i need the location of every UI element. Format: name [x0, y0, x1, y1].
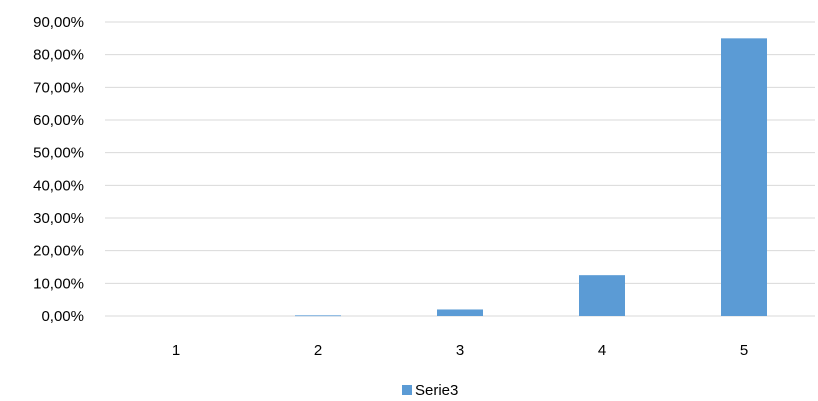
y-tick-label: 30,00% — [33, 210, 84, 227]
bar-4 — [579, 275, 625, 316]
y-axis-ticks: 0,00% 10,00% 20,00% 30,00% 40,00% 50,00% 60,00… — [33, 14, 84, 325]
y-tick-label: 10,00% — [33, 275, 84, 292]
legend-swatch-serie3 — [402, 385, 412, 395]
y-tick-label: 50,00% — [33, 145, 84, 162]
y-tick-label: 70,00% — [33, 79, 84, 96]
bar-5 — [721, 38, 767, 316]
y-tick-label: 0,00% — [41, 308, 84, 325]
bars — [295, 38, 767, 317]
y-tick-label: 60,00% — [33, 112, 84, 129]
bar-2 — [295, 315, 341, 317]
x-tick-label: 1 — [172, 342, 180, 359]
x-tick-label: 4 — [598, 342, 606, 359]
gridlines — [105, 21, 815, 317]
x-axis-ticks: 1 2 3 4 5 — [172, 342, 748, 359]
x-tick-label: 2 — [314, 342, 322, 359]
y-tick-label: 20,00% — [33, 243, 84, 260]
x-tick-label: 3 — [456, 342, 464, 359]
bar-3 — [437, 309, 483, 316]
x-tick-label: 5 — [740, 342, 748, 359]
y-tick-label: 40,00% — [33, 177, 84, 194]
y-tick-label: 80,00% — [33, 47, 84, 64]
legend-label-serie3: Serie3 — [415, 382, 458, 399]
legend: Serie3 — [402, 382, 458, 399]
y-tick-label: 90,00% — [33, 14, 84, 31]
